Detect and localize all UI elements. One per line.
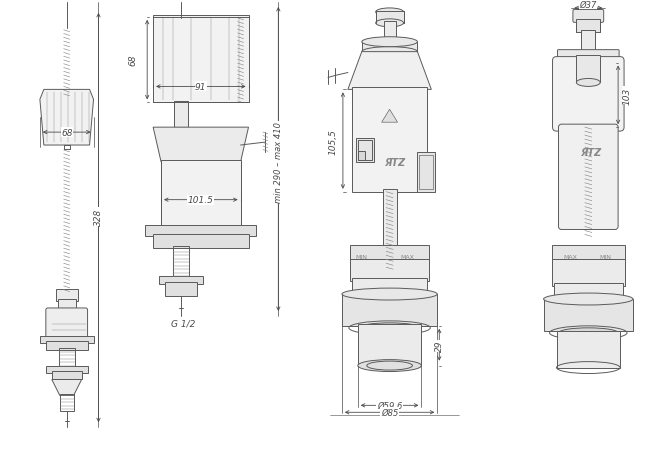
Ellipse shape — [558, 328, 618, 338]
Text: 103: 103 — [623, 87, 632, 105]
Ellipse shape — [359, 323, 420, 333]
Text: 91: 91 — [195, 83, 207, 92]
Bar — [419, 156, 434, 189]
Bar — [46, 366, 87, 373]
Polygon shape — [153, 128, 249, 162]
Ellipse shape — [544, 293, 633, 305]
Bar — [161, 161, 241, 227]
Text: 101.5: 101.5 — [188, 196, 214, 205]
Text: MIN: MIN — [599, 254, 611, 259]
Bar — [350, 260, 429, 282]
Text: Ø59,6: Ø59,6 — [377, 401, 402, 410]
Ellipse shape — [376, 20, 403, 28]
Text: Ø85: Ø85 — [381, 408, 398, 417]
Bar — [352, 88, 427, 192]
Bar — [59, 348, 75, 368]
Bar — [552, 246, 625, 262]
FancyBboxPatch shape — [558, 125, 618, 230]
Bar — [356, 139, 374, 162]
Bar — [552, 260, 625, 287]
Bar — [350, 246, 429, 262]
Bar — [577, 20, 600, 33]
Ellipse shape — [577, 79, 600, 87]
Bar — [376, 12, 403, 24]
Bar — [174, 102, 188, 128]
Text: G 1/2: G 1/2 — [171, 318, 195, 328]
Text: 105,5: 105,5 — [329, 129, 337, 155]
Ellipse shape — [361, 48, 417, 57]
Bar — [358, 152, 365, 161]
Ellipse shape — [342, 288, 438, 300]
Text: Ø37: Ø37 — [580, 0, 597, 10]
Polygon shape — [52, 379, 81, 395]
Text: 68: 68 — [61, 128, 72, 137]
Bar — [581, 30, 595, 54]
Text: MIN: MIN — [356, 254, 368, 259]
FancyBboxPatch shape — [573, 10, 604, 23]
Ellipse shape — [361, 38, 417, 48]
Polygon shape — [348, 52, 432, 90]
Bar — [352, 278, 427, 296]
Bar — [60, 394, 73, 411]
Bar — [544, 299, 633, 331]
Bar — [382, 189, 397, 257]
FancyBboxPatch shape — [558, 51, 619, 63]
Bar — [145, 225, 256, 237]
Bar — [58, 299, 75, 311]
Bar — [554, 283, 623, 301]
Bar — [52, 371, 81, 379]
Bar — [40, 336, 94, 343]
Ellipse shape — [358, 360, 421, 372]
Polygon shape — [382, 110, 398, 123]
Bar — [577, 56, 600, 83]
Polygon shape — [40, 90, 94, 146]
Bar — [361, 43, 417, 52]
FancyBboxPatch shape — [46, 308, 87, 340]
Bar — [165, 283, 197, 296]
Ellipse shape — [376, 9, 403, 17]
Bar — [159, 277, 203, 284]
Bar — [358, 324, 421, 366]
Bar — [358, 141, 372, 161]
Bar — [384, 22, 396, 44]
FancyBboxPatch shape — [552, 57, 624, 132]
Bar — [556, 331, 620, 368]
Text: 68: 68 — [129, 55, 138, 66]
Bar — [56, 289, 77, 301]
Text: MAX: MAX — [564, 254, 577, 259]
Text: 29: 29 — [435, 340, 443, 352]
Text: MAX: MAX — [401, 254, 415, 259]
Bar — [153, 16, 249, 103]
Text: min 290 – max 410: min 290 – max 410 — [274, 122, 283, 203]
Bar — [417, 152, 436, 192]
Bar — [46, 341, 87, 350]
Bar — [342, 294, 438, 326]
Bar — [153, 235, 249, 249]
Text: ЯТZ: ЯТZ — [384, 157, 405, 167]
Bar — [173, 247, 189, 278]
Text: ЯТZ: ЯТZ — [580, 148, 601, 157]
Text: 328: 328 — [94, 208, 103, 226]
